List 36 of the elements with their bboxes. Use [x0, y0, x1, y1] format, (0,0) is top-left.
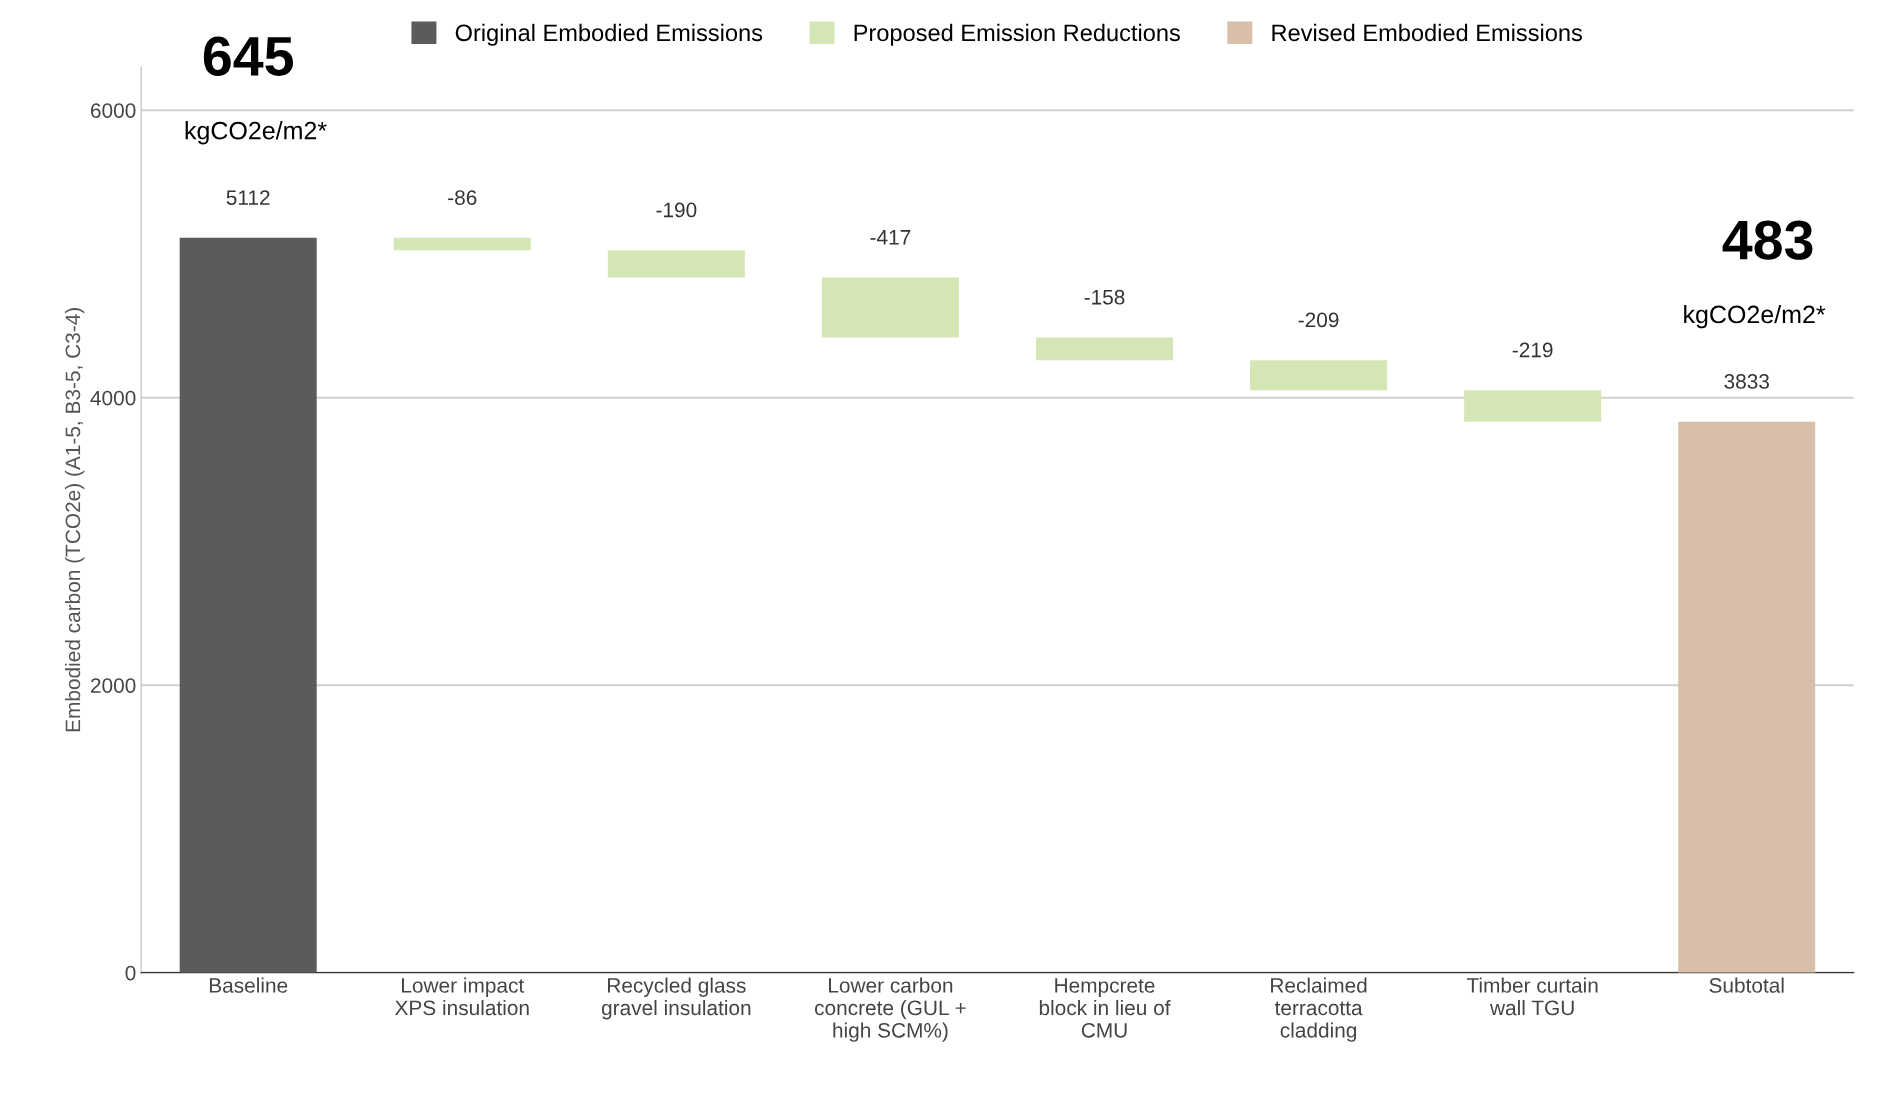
data-label: 5112 [226, 190, 270, 205]
x-tick-label: Timber curtain wall TGU [1466, 977, 1598, 1016]
y-tick-label: 2000 [91, 678, 136, 693]
data-label: -219 [1512, 342, 1553, 358]
y-axis-title: Embodied carbon (TCO2e) (A1-5, B3-5, C3-4) [64, 308, 85, 732]
annotation: kgCO2e/m2* [185, 121, 327, 145]
x-tick-label: Recycled glass gravel insulation [601, 977, 751, 1020]
y-tick-label: 4000 [90, 390, 136, 406]
data-label: -417 [870, 230, 911, 245]
annotation: 483 [1722, 220, 1813, 260]
data-label: -190 [656, 202, 697, 218]
x-tick-label: Lower carbon concrete (GUL + high SCM%) [814, 977, 966, 1042]
data-label: -158 [1084, 289, 1125, 305]
x-tick-label: Baseline [209, 977, 288, 993]
legend-label: Proposed Emission Reductions [854, 23, 1180, 46]
legend-label: Original Embodied Emissions [455, 23, 763, 46]
x-tick-label: Hempcrete block in lieu of CMU [1039, 978, 1171, 1038]
bar [607, 250, 745, 278]
bar [1678, 421, 1816, 973]
data-label: 3833 [1724, 374, 1769, 389]
legend-label: Revised Embodied Emissions [1272, 23, 1582, 42]
x-tick-label: Reclaimed terracotta cladding [1271, 977, 1367, 1042]
bar [821, 277, 959, 338]
bar [393, 237, 531, 251]
data-label: -86 [448, 190, 477, 205]
bar [1464, 390, 1602, 422]
annotation: 645 [203, 36, 293, 76]
data-label: -209 [1298, 312, 1339, 328]
bar [1035, 337, 1173, 361]
y-tick-label: 6000 [91, 103, 136, 118]
x-tick-label: Subtotal [1709, 977, 1784, 993]
x-tick-label: Lower impact XPS insulation [394, 977, 529, 1016]
bar [1250, 360, 1388, 391]
y-tick-label: 0 [125, 965, 136, 981]
annotation: kgCO2e/m2* [1684, 304, 1826, 329]
bar [179, 237, 317, 973]
